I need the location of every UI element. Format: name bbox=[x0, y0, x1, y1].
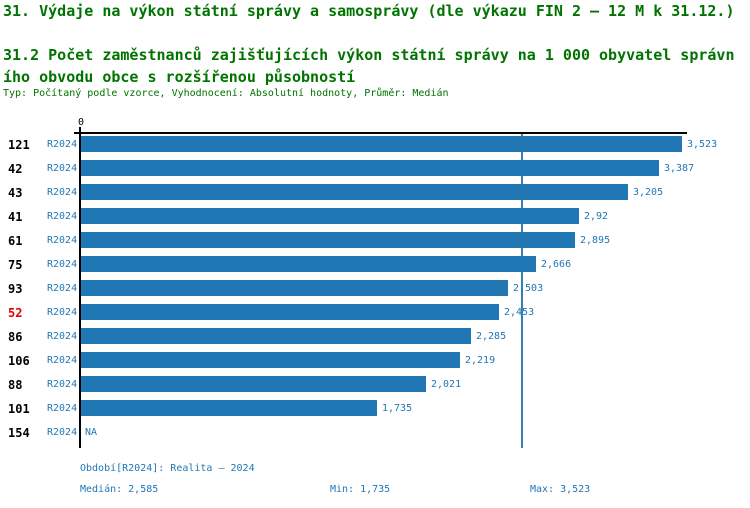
row-category-label: 154 bbox=[8, 426, 30, 440]
bar-value-label: 2,453 bbox=[504, 307, 535, 318]
bar-value-label: 2,021 bbox=[431, 379, 462, 390]
bar bbox=[81, 136, 682, 152]
bar bbox=[81, 184, 628, 200]
row-category-label: 86 bbox=[8, 330, 23, 344]
row-category-label: 43 bbox=[8, 186, 23, 200]
min-stat: Min: 1,735 bbox=[330, 484, 391, 495]
bar bbox=[81, 256, 536, 272]
bar-value-label: 3,387 bbox=[664, 163, 695, 174]
y-axis-line bbox=[79, 127, 81, 448]
chart-meta-line: Typ: Počítaný podle vzorce, Vyhodnocení:… bbox=[3, 88, 449, 99]
row-period-label: R2024 bbox=[47, 283, 78, 294]
bar bbox=[81, 304, 499, 320]
bar-value-label: 2,92 bbox=[584, 211, 609, 222]
bar bbox=[81, 328, 471, 344]
bar-value-label: 2,503 bbox=[513, 283, 544, 294]
row-period-label: R2024 bbox=[47, 187, 78, 198]
bar-na-label: NA bbox=[85, 427, 98, 438]
bar-value-label: 2,895 bbox=[580, 235, 611, 246]
row-period-label: R2024 bbox=[47, 211, 78, 222]
row-category-label: 52 bbox=[8, 306, 23, 320]
page-title: 31. Výdaje na výkon státní správy a samo… bbox=[3, 2, 735, 20]
row-category-label: 101 bbox=[8, 402, 30, 416]
bar-value-label: 1,735 bbox=[382, 403, 413, 414]
row-category-label: 93 bbox=[8, 282, 23, 296]
row-period-label: R2024 bbox=[47, 139, 78, 150]
row-period-label: R2024 bbox=[47, 427, 78, 438]
bar-value-label: 2,666 bbox=[541, 259, 572, 270]
bar bbox=[81, 208, 579, 224]
row-period-label: R2024 bbox=[47, 259, 78, 270]
bar-value-label: 3,523 bbox=[687, 139, 718, 150]
max-stat: Max: 3,523 bbox=[530, 484, 591, 495]
row-period-label: R2024 bbox=[47, 379, 78, 390]
row-category-label: 61 bbox=[8, 234, 23, 248]
bar bbox=[81, 352, 460, 368]
row-period-label: R2024 bbox=[47, 163, 78, 174]
row-category-label: 75 bbox=[8, 258, 23, 272]
row-category-label: 88 bbox=[8, 378, 23, 392]
chart-subtitle: 31.2 Počet zaměstnanců zajišťujících výk… bbox=[3, 46, 735, 86]
bar bbox=[81, 280, 508, 296]
bar-value-label: 3,205 bbox=[633, 187, 664, 198]
row-period-label: R2024 bbox=[47, 235, 78, 246]
bar-value-label: 2,219 bbox=[465, 355, 496, 366]
bar bbox=[81, 160, 659, 176]
row-period-label: R2024 bbox=[47, 403, 78, 414]
period-info: Období[R2024]: Realita – 2024 bbox=[80, 463, 255, 474]
row-category-label: 106 bbox=[8, 354, 30, 368]
row-period-label: R2024 bbox=[47, 355, 78, 366]
bar bbox=[81, 376, 426, 392]
x-axis-line bbox=[74, 132, 687, 134]
bar bbox=[81, 232, 575, 248]
bar-value-label: 2,285 bbox=[476, 331, 507, 342]
x-axis-zero-label: 0 bbox=[77, 117, 85, 128]
row-category-label: 42 bbox=[8, 162, 23, 176]
row-category-label: 121 bbox=[8, 138, 30, 152]
bar bbox=[81, 400, 377, 416]
median-stat: Medián: 2,585 bbox=[80, 484, 159, 495]
row-period-label: R2024 bbox=[47, 307, 78, 318]
row-period-label: R2024 bbox=[47, 331, 78, 342]
row-category-label: 41 bbox=[8, 210, 23, 224]
median-reference-line bbox=[521, 134, 523, 448]
